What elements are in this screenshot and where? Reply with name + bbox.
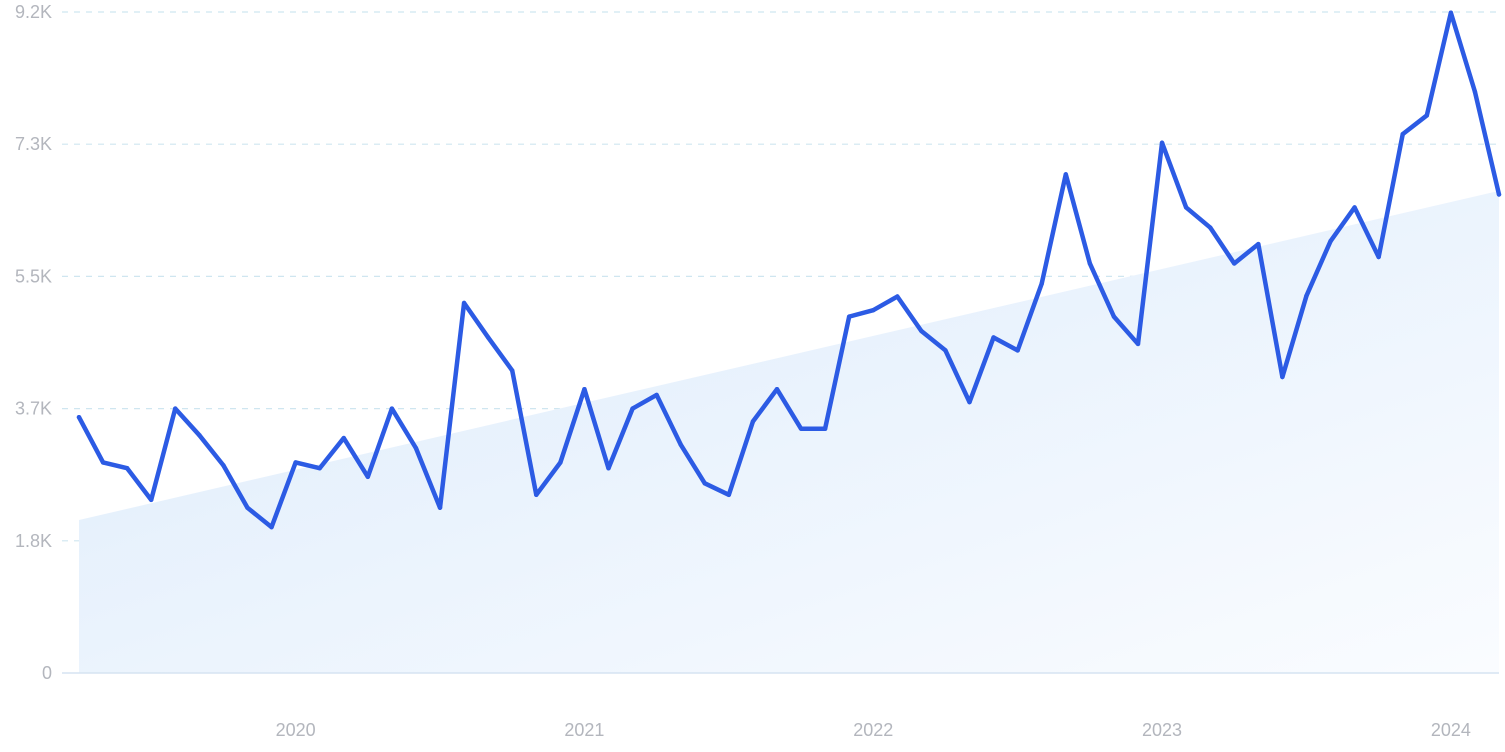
data-point: [173, 406, 178, 411]
data-point: [485, 335, 491, 340]
x-axis-ticks: 2020 2021 2022 2023 2024: [276, 720, 1471, 740]
y-tick-label: 7.3K: [15, 134, 52, 154]
data-point: [967, 399, 972, 405]
data-point: [1063, 172, 1068, 177]
trend-area: [79, 190, 1499, 673]
data-point: [365, 474, 371, 480]
x-tick-label: 2021: [564, 720, 604, 740]
data-point: [822, 426, 828, 431]
x-tick-label: 2022: [853, 720, 893, 740]
data-point: [1207, 225, 1213, 230]
data-point: [341, 435, 346, 441]
data-point: [1424, 113, 1430, 118]
data-point: [389, 406, 395, 411]
data-point: [149, 497, 154, 503]
data-point: [1280, 374, 1285, 380]
data-point: [558, 460, 563, 465]
data-point: [437, 505, 443, 510]
data-point: [630, 406, 635, 411]
data-point: [1496, 192, 1502, 197]
data-point: [221, 463, 226, 468]
data-point: [1472, 89, 1478, 94]
data-point: [1400, 131, 1405, 137]
data-point: [510, 368, 515, 373]
data-point: [197, 432, 202, 438]
data-point: [1328, 238, 1333, 244]
data-point: [654, 392, 659, 398]
data-point: [1448, 10, 1454, 15]
data-point: [750, 419, 756, 424]
data-point: [1256, 241, 1261, 247]
x-tick-label: 2023: [1142, 720, 1182, 740]
data-point: [124, 466, 130, 471]
y-tick-label: 1.8K: [15, 531, 52, 551]
data-point: [317, 466, 322, 471]
data-point: [774, 387, 780, 392]
series-line: [76, 10, 1502, 530]
data-point: [1232, 261, 1237, 266]
data-point: [1352, 205, 1357, 210]
data-point: [919, 328, 924, 334]
data-point: [534, 492, 539, 498]
data-points: [76, 10, 1502, 530]
data-point: [1111, 314, 1117, 319]
y-tick-label: 5.5K: [15, 266, 52, 286]
data-point: [1135, 341, 1141, 347]
data-point: [293, 460, 298, 465]
data-point: [871, 307, 876, 313]
data-point: [991, 335, 996, 340]
y-tick-label: 3.7K: [15, 399, 52, 419]
data-point: [245, 505, 250, 510]
data-point: [702, 481, 707, 486]
y-axis-ticks: 0 1.8K 3.7K 5.5K 7.3K 9.2K: [15, 2, 52, 683]
data-point: [76, 415, 82, 420]
y-tick-label: 9.2K: [15, 2, 52, 22]
data-point: [100, 460, 106, 465]
data-point: [413, 445, 419, 451]
x-tick-label: 2024: [1431, 720, 1471, 740]
data-point: [1159, 140, 1165, 145]
data-point: [798, 426, 804, 431]
y-tick-label: 0: [42, 663, 52, 683]
data-point: [678, 442, 683, 447]
data-point: [269, 524, 274, 530]
data-point: [582, 387, 587, 392]
data-point: [606, 466, 611, 471]
data-point: [943, 348, 948, 353]
data-point: [1304, 293, 1309, 298]
data-point: [726, 492, 732, 498]
data-point: [846, 314, 852, 319]
data-point: [1087, 261, 1093, 266]
data-point: [1376, 254, 1381, 260]
data-point: [895, 294, 900, 299]
data-point: [1015, 348, 1020, 353]
x-tick-label: 2020: [276, 720, 316, 740]
data-point: [1183, 205, 1189, 210]
data-point: [461, 300, 467, 306]
data-point: [1039, 281, 1044, 286]
